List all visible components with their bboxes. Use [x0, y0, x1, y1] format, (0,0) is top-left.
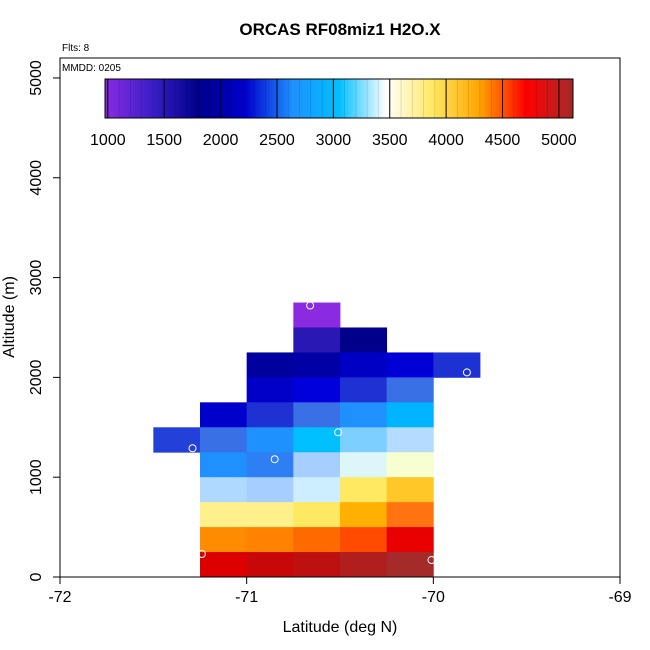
- colorbar-tick-label: 3500: [372, 132, 408, 149]
- heatmap-cell: [293, 402, 341, 428]
- heatmap-cell: [246, 552, 294, 578]
- colorbar-tick-label: 1000: [90, 132, 126, 149]
- heatmap-cell: [386, 527, 434, 553]
- heatmap-cell: [200, 427, 248, 453]
- sample-point: [197, 550, 206, 559]
- heatmap-cell: [293, 527, 341, 553]
- colorbar-tick-label: 5000: [541, 132, 577, 149]
- heatmap-cell: [246, 502, 294, 528]
- heatmap-cell: [293, 427, 341, 453]
- colorbar-tick-label: 3000: [316, 132, 352, 149]
- heatmap-cell: [293, 552, 341, 578]
- sample-point: [270, 455, 279, 464]
- heatmap-cell: [340, 352, 388, 378]
- date-annotation: MMDD: 0205: [62, 63, 121, 74]
- heatmap-cell: [246, 377, 294, 403]
- heatmap-cell: [340, 452, 388, 478]
- colorbar-tick-label: 4500: [485, 132, 521, 149]
- sample-point: [188, 444, 197, 453]
- heatmap-cell: [293, 502, 341, 528]
- heatmap-cell: [293, 327, 341, 353]
- colorbar-gradient: [105, 79, 573, 118]
- heatmap-cell: [386, 552, 434, 578]
- sample-point: [306, 301, 315, 310]
- heatmap-cell: [200, 477, 248, 503]
- x-axis: -72 -71 -70 -69: [48, 577, 632, 606]
- heatmap-cell: [200, 402, 248, 428]
- x-axis-label: Latitude (deg N): [283, 619, 398, 636]
- heatmap-cell: [433, 352, 481, 378]
- heatmap-cell: [200, 527, 248, 553]
- heatmap-cell: [340, 552, 388, 578]
- colorbar-frame: [104, 78, 574, 119]
- colorbar-tick-label: 1500: [146, 132, 182, 149]
- heatmap-cell: [246, 402, 294, 428]
- heatmap-cells: [153, 302, 481, 578]
- y-tick-label: 0: [28, 572, 45, 581]
- heatmap-cell: [386, 377, 434, 403]
- x-tick-label: -71: [235, 589, 258, 606]
- heatmap-cell: [340, 377, 388, 403]
- plot-frame: [59, 57, 621, 578]
- heatmap-cell: [153, 427, 201, 453]
- heatmap-cell: [246, 427, 294, 453]
- heatmap-cell: [246, 477, 294, 503]
- sample-point: [462, 368, 471, 377]
- heatmap-cell: [386, 477, 434, 503]
- y-tick-label: 3000: [28, 260, 45, 296]
- y-tick-label: 5000: [28, 60, 45, 96]
- x-tick-label: -72: [48, 589, 71, 606]
- y-axis: 0 1000 2000 3000 4000 5000: [28, 60, 60, 581]
- heatmap-cell: [386, 352, 434, 378]
- heatmap-cell: [340, 402, 388, 428]
- heatmap-cell: [386, 402, 434, 428]
- flights-annotation: Flts: 8: [62, 43, 90, 54]
- heatmap-cell: [293, 477, 341, 503]
- heatmap-cell: [200, 552, 248, 578]
- y-tick-label: 1000: [28, 459, 45, 495]
- y-tick-label: 4000: [28, 160, 45, 196]
- heatmap-cell: [340, 502, 388, 528]
- sample-point: [427, 556, 436, 565]
- heatmap-cell: [340, 327, 388, 353]
- colorbar-tick-label: 2000: [203, 132, 239, 149]
- heatmap-cell: [200, 452, 248, 478]
- sample-points: [188, 301, 471, 565]
- heatmap-cell: [293, 302, 341, 328]
- colorbar-tick-label: 2500: [259, 132, 295, 149]
- sample-point: [334, 428, 343, 437]
- heatmap-cell: [340, 477, 388, 503]
- heatmap-cell: [293, 377, 341, 403]
- heatmap-cell: [246, 352, 294, 378]
- heatmap-cell: [200, 502, 248, 528]
- heatmap-cell: [246, 527, 294, 553]
- y-axis-label: Altitude (m): [1, 276, 18, 358]
- heatmap-cell: [246, 452, 294, 478]
- colorbar: 1000 1500 2000 2500 3000 3500 4000 4500 5000: [90, 78, 577, 149]
- x-tick-label: -70: [422, 589, 445, 606]
- heatmap-cell: [293, 352, 341, 378]
- colorbar-tick-label: 4000: [428, 132, 464, 149]
- heatmap-cell: [386, 502, 434, 528]
- heatmap-cell: [386, 427, 434, 453]
- heatmap-cell: [386, 452, 434, 478]
- x-tick-label: -69: [608, 589, 631, 606]
- chart-title: ORCAS RF08miz1 H2O.X: [239, 20, 441, 39]
- heatmap-cell: [340, 527, 388, 553]
- heatmap-cell: [340, 427, 388, 453]
- y-tick-label: 2000: [28, 359, 45, 395]
- heatmap-cell: [293, 452, 341, 478]
